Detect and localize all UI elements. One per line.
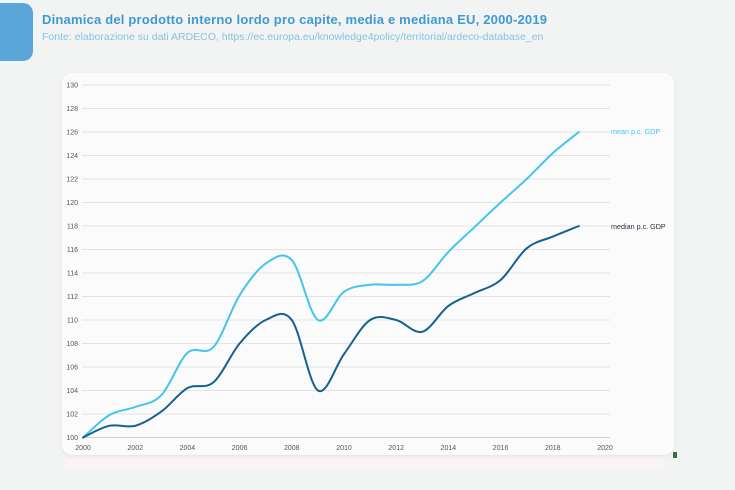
y-tick-label: 106 [66, 365, 78, 372]
x-tick-label: 2016 [493, 445, 509, 452]
chart-card: 100 102 104 106 108 110 112 114 116 118 120 122 124 1… [62, 73, 674, 455]
source-note: Fonte: elaborazione su dati ARDECO, http… [42, 31, 544, 43]
y-tick-label: 122 [66, 177, 78, 184]
y-tick-label: 128 [66, 106, 78, 113]
y-tick-label: 118 [67, 224, 78, 231]
accent-tab [0, 3, 33, 61]
x-tick-label: 2014 [441, 445, 457, 452]
series-label-mean: mean p.c. GDP [611, 127, 661, 136]
series-label-median: median p.c. GDP [611, 222, 666, 231]
gdp-line-chart: 100 102 104 106 108 110 112 114 116 118 120 122 124 1… [66, 83, 613, 453]
y-tick-label: 116 [67, 247, 78, 254]
x-tick-label: 2020 [597, 445, 613, 452]
x-tick-label: 2004 [180, 445, 196, 452]
x-tick-label: 2000 [75, 445, 91, 452]
y-tick-label: 124 [66, 153, 78, 160]
page-title: Dinamica del prodotto interno lordo pro … [42, 12, 548, 27]
median-p-c-GDP-line [82, 225, 580, 439]
y-tick-label: 110 [67, 318, 78, 325]
x-tick-label: 2010 [336, 445, 352, 452]
x-tick-label: 2002 [127, 445, 143, 452]
y-tick-label: 108 [66, 341, 78, 348]
y-tick-label: 102 [66, 412, 78, 419]
y-tick-label: 104 [66, 388, 78, 395]
header: Dinamica del prodotto interno lordo pro … [42, 12, 702, 43]
y-tick-label: 120 [66, 200, 78, 207]
y-tick-label: 100 [66, 435, 78, 442]
footer-strip [65, 459, 663, 468]
y-tick-label: 114 [67, 271, 78, 278]
x-tick-label: 2006 [232, 445, 248, 452]
x-tick-label: 2012 [388, 445, 404, 452]
y-tick-label: 130 [66, 83, 78, 90]
y-tick-label: 112 [67, 294, 78, 301]
y-tick-label: 126 [66, 130, 78, 137]
x-tick-label: 2008 [284, 445, 300, 452]
x-tick-label: 2018 [545, 445, 561, 452]
resize-tick [673, 452, 677, 458]
mean-p-c-GDP-line [82, 131, 580, 439]
